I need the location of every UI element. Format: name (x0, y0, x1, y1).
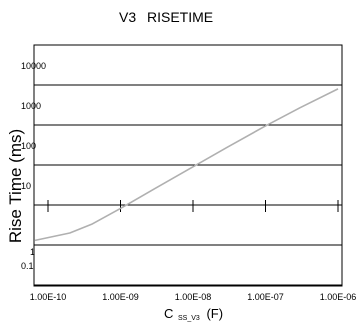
y-tick-label-4: 100 (21, 141, 36, 151)
x-axis-label: C SS_V3 (F) (164, 306, 223, 323)
y-tick-label-5: 1000 (21, 101, 41, 111)
y-tick-label-2: 1 (30, 247, 35, 257)
series-line-0 (34, 88, 339, 242)
x-tick-label-0: 1.00E-10 (30, 292, 67, 302)
series-group (34, 88, 339, 242)
x-tick-label-2: 1.00E-08 (175, 292, 212, 302)
y-tick-label-6: 10000 (21, 61, 46, 71)
x-tick-labels: 1.00E-10 1.00E-09 1.00E-08 1.00E-07 1.00E-06 (30, 292, 357, 302)
x-tick-marks (47, 200, 339, 212)
grid-lines (34, 84, 342, 286)
x-tick-label-4: 1.00E-06 (320, 292, 357, 302)
x-axis-label-subscript: SS_V3 (178, 315, 200, 322)
chart-title: V3 (119, 9, 136, 25)
x-tick-label-1: 1.00E-09 (102, 292, 139, 302)
y-tick-label-3: 10 (21, 181, 31, 191)
chart-title-suffix: RISETIME (147, 9, 213, 25)
y-tick-label-1: 0.1 (21, 261, 34, 271)
y-axis-label: Rise Time (ms) (6, 129, 25, 243)
x-tick-label-3: 1.00E-07 (247, 292, 284, 302)
x-axis-label-unit: (F) (206, 306, 223, 321)
x-axis-label-main: C (164, 306, 173, 321)
